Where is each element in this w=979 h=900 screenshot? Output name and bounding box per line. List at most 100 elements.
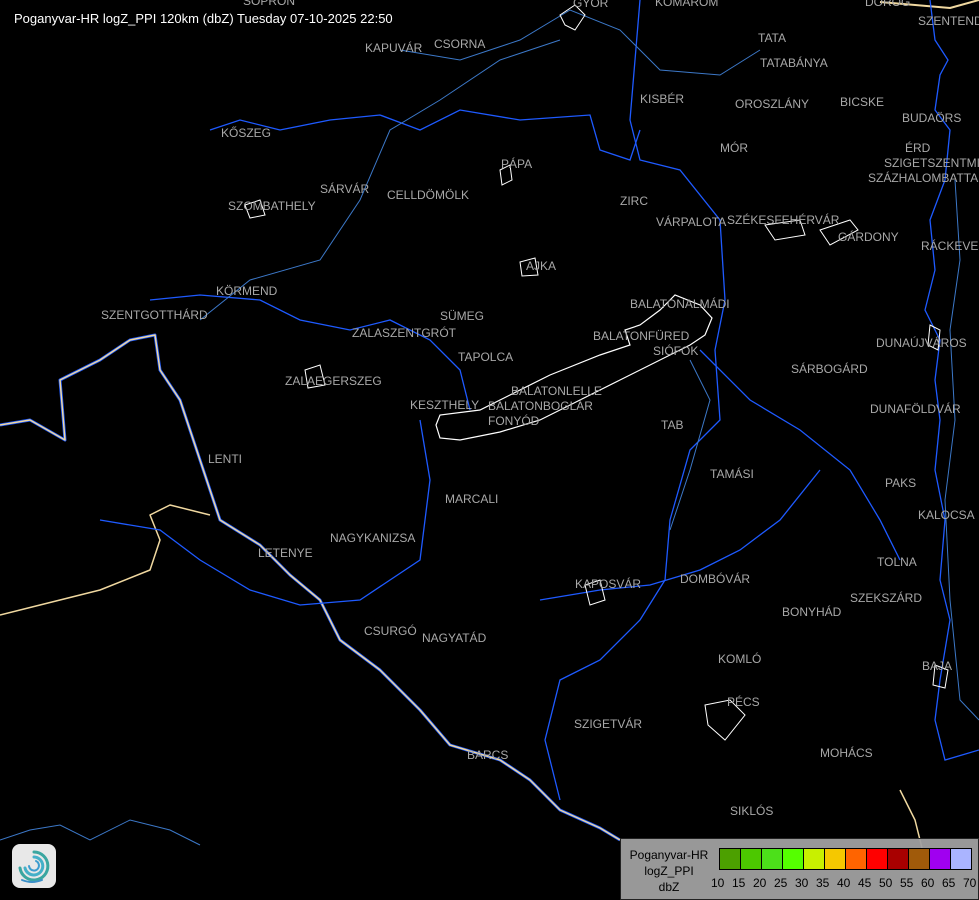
city-label: GYŐR: [573, 0, 609, 10]
city-label: PAKS: [885, 476, 917, 490]
legend-tick-label: 15: [732, 876, 746, 890]
river: [99, 419, 431, 606]
swirl-logo-icon: [12, 844, 56, 888]
city-label: SZENTENDRE: [918, 14, 979, 28]
city-label: TAMÁSI: [710, 467, 754, 481]
country-border: [0, 334, 621, 841]
minor-river: [0, 819, 201, 846]
city-label: MOHÁCS: [820, 746, 873, 760]
city-label: CSORNA: [434, 37, 486, 51]
legend-swatch: [951, 849, 971, 869]
legend-swatch: [867, 849, 888, 869]
city-label: SIKLÓS: [730, 804, 774, 818]
city-label: BALATONLELLE: [511, 384, 602, 398]
city-label: SZIGETVÁR: [574, 717, 643, 731]
city-label: KALOCSA: [918, 508, 975, 522]
zala-river: [149, 294, 471, 411]
legend-swatch: [909, 849, 930, 869]
legend-swatch: [825, 849, 846, 869]
legend-swatch: [888, 849, 909, 869]
city-label: SZÉKESFEHÉRVÁR: [727, 213, 840, 227]
sio-river: [699, 349, 901, 561]
city-label: BALATONALMÁDI: [630, 297, 730, 311]
city-label: BUDAÖRS: [902, 111, 962, 125]
city-label: ZALASZENTGRÓT: [352, 326, 457, 340]
legend-swatch: [804, 849, 825, 869]
legend-swatch: [741, 849, 762, 869]
city-label: ÉRD: [905, 141, 931, 155]
city-label: BICSKE: [840, 95, 885, 109]
city-label: VÁRPALOTA: [656, 215, 727, 229]
legend-product: logZ_PPI: [644, 864, 694, 878]
city-label: KOMLÓ: [718, 652, 762, 666]
town-outline: [764, 219, 806, 241]
city-label: SÁRVÁR: [320, 182, 370, 196]
country-border-slovenia: [0, 504, 211, 616]
city-label: LENTI: [208, 452, 243, 466]
town-outline: [819, 219, 859, 246]
city-label: DUNAFÖLDVÁR: [870, 402, 961, 416]
city-label: OROSZLÁNY: [735, 97, 810, 111]
city-label: GÁRDONY: [838, 230, 899, 244]
city-label: DOROG: [865, 0, 911, 9]
city-label: TATA: [758, 31, 786, 45]
city-label: KISBÉR: [640, 92, 685, 106]
legend-tick-label: 60: [921, 876, 935, 890]
city-label: DOMBÓVÁR: [680, 572, 751, 586]
minor-river: [944, 179, 979, 721]
legend-tick-label: 65: [942, 876, 956, 890]
country-border-north: [879, 0, 979, 9]
city-label: SIÓFOK: [653, 344, 699, 358]
city-label: CELLDÖMÖLK: [387, 188, 470, 202]
legend-radar-name: Poganyvar-HR: [629, 848, 709, 862]
color-legend: Poganyvar-HR logZ_PPI dbZ 10 15 20 25 30 35 40…: [620, 838, 979, 900]
legend-unit: dbZ: [658, 880, 680, 894]
city-label: MÓR: [720, 141, 748, 155]
legend-swatches: [719, 848, 972, 870]
town-outline: [304, 364, 326, 389]
legend-tick-label: 30: [795, 876, 809, 890]
city-label: AJKA: [526, 259, 557, 273]
city-label: KAPUVÁR: [365, 41, 423, 55]
city-label: SOPRON: [243, 0, 296, 8]
legend-tick-label: 40: [837, 876, 851, 890]
city-label: PÁPA: [501, 157, 533, 171]
city-label: CSURGÓ: [364, 624, 417, 638]
city-label: BALATONFÜRED: [593, 329, 690, 343]
city-label: TOLNA: [877, 555, 917, 569]
city-label: TAB: [661, 418, 684, 432]
danube-river: [924, 0, 979, 761]
town-outline: [519, 257, 539, 277]
city-label: SÁRBOGÁRD: [791, 362, 868, 376]
town-outline: [932, 664, 949, 689]
city-label: SZIGETSZENTMIKLÓS: [884, 156, 979, 170]
city-label: TAPOLCA: [458, 350, 514, 364]
legend-tick-label: 70: [963, 876, 977, 890]
map-title: Poganyvar-HR logZ_PPI 120km (dbZ) Tuesda…: [14, 11, 393, 26]
city-label: KESZTHELY: [410, 398, 480, 412]
legend-tick-label: 45: [858, 876, 872, 890]
city-label: DUNAÚJVÁROS: [876, 336, 967, 350]
city-label: NAGYATÁD: [422, 631, 487, 645]
town-outline: [584, 579, 606, 606]
city-label: ZALAEGERSZEG: [285, 374, 382, 388]
legend-swatch: [846, 849, 867, 869]
city-label: TATABÁNYA: [760, 56, 828, 70]
legend-tick-label: 35: [816, 876, 830, 890]
city-label: KOMÁROM: [655, 0, 719, 9]
legend-ticks: 10 15 20 25 30 35 40 45 50 55 60 65 70: [711, 876, 979, 890]
city-label: BONYHÁD: [782, 605, 842, 619]
legend-swatch: [930, 849, 951, 869]
legend-swatch: [762, 849, 783, 869]
minor-river: [199, 39, 561, 321]
city-label: MARCALI: [445, 492, 499, 506]
city-label: ZIRC: [620, 194, 648, 208]
legend-swatch: [783, 849, 804, 869]
legend-swatch: [720, 849, 741, 869]
lake-balaton: [435, 294, 713, 441]
city-label: KAPOSVÁR: [575, 577, 642, 591]
city-label: BALATONBOGLÁR: [488, 399, 593, 413]
legend-tick-label: 20: [753, 876, 767, 890]
